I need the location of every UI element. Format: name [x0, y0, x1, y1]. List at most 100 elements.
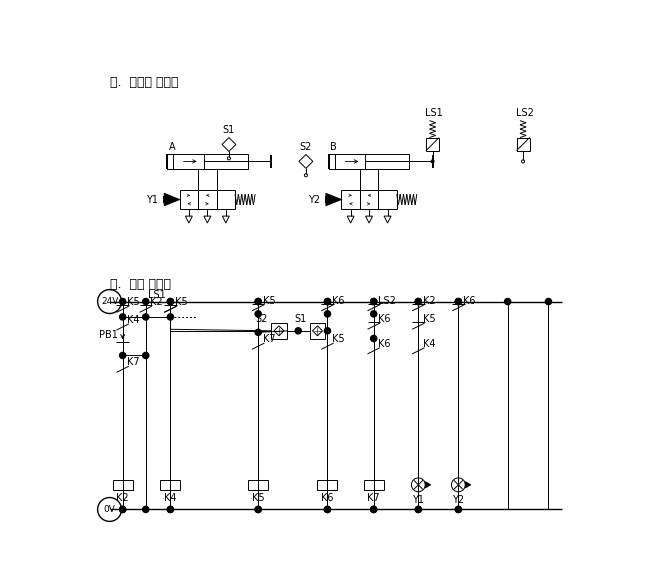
Circle shape	[120, 299, 126, 305]
Circle shape	[456, 506, 461, 513]
Text: PB1: PB1	[99, 330, 118, 340]
Text: K7: K7	[263, 335, 275, 345]
Text: K6: K6	[321, 493, 334, 503]
Circle shape	[456, 506, 461, 513]
Circle shape	[120, 506, 126, 513]
Text: K2: K2	[423, 296, 435, 306]
Polygon shape	[425, 482, 431, 488]
Text: A: A	[168, 142, 175, 152]
Circle shape	[415, 506, 421, 513]
Text: S2: S2	[300, 142, 312, 152]
Bar	[248, 480, 268, 490]
Circle shape	[167, 506, 174, 513]
Circle shape	[143, 506, 149, 513]
Text: K5: K5	[263, 296, 275, 306]
Circle shape	[371, 311, 376, 317]
Bar	[329, 153, 410, 169]
Polygon shape	[326, 193, 341, 206]
Text: S1: S1	[223, 125, 235, 135]
Circle shape	[415, 299, 421, 305]
Bar	[216, 190, 235, 209]
Circle shape	[371, 299, 376, 305]
Circle shape	[325, 311, 330, 317]
Circle shape	[456, 299, 461, 305]
Circle shape	[167, 506, 174, 513]
Text: 가.  공기압 회로도: 가. 공기압 회로도	[110, 76, 178, 89]
Circle shape	[255, 299, 261, 305]
Bar	[113, 480, 133, 490]
Text: K5: K5	[332, 335, 345, 345]
Circle shape	[371, 506, 376, 513]
Circle shape	[120, 314, 126, 320]
Circle shape	[255, 329, 261, 335]
Bar	[378, 190, 397, 209]
Text: Y1: Y1	[412, 495, 424, 505]
Bar	[167, 153, 248, 169]
Bar	[179, 190, 198, 209]
Circle shape	[143, 352, 149, 359]
Text: LS1: LS1	[425, 108, 443, 118]
Circle shape	[456, 299, 461, 305]
Text: 나.  전기 회로도: 나. 전기 회로도	[110, 278, 170, 291]
Text: K5: K5	[175, 298, 188, 308]
Bar	[360, 190, 378, 209]
Circle shape	[255, 299, 261, 305]
Circle shape	[143, 314, 149, 320]
Bar	[161, 480, 180, 490]
Circle shape	[167, 299, 174, 305]
Text: K2: K2	[150, 298, 163, 308]
Text: Y2: Y2	[452, 495, 465, 505]
Text: Y1: Y1	[146, 195, 158, 205]
Text: K6: K6	[463, 296, 476, 306]
Text: S2: S2	[256, 313, 268, 323]
Bar	[364, 480, 384, 490]
Text: K7: K7	[367, 493, 380, 503]
Text: K4: K4	[164, 493, 177, 503]
Circle shape	[415, 299, 421, 305]
Bar	[198, 190, 216, 209]
Text: K7: K7	[127, 358, 140, 368]
Circle shape	[325, 299, 330, 305]
Text: LS2: LS2	[378, 296, 396, 306]
Text: S1: S1	[294, 313, 307, 323]
Circle shape	[371, 335, 376, 342]
Bar	[516, 138, 529, 151]
Text: K2: K2	[117, 493, 129, 503]
Bar	[318, 480, 338, 490]
Circle shape	[255, 311, 261, 317]
Text: K6: K6	[378, 314, 391, 324]
Bar	[310, 323, 325, 339]
Circle shape	[295, 328, 301, 334]
Circle shape	[371, 506, 376, 513]
Text: K6: K6	[332, 296, 345, 306]
Text: 24V: 24V	[101, 297, 118, 306]
Circle shape	[505, 299, 511, 305]
Text: 0V: 0V	[104, 505, 115, 514]
Circle shape	[120, 352, 126, 359]
Text: LS2: LS2	[516, 108, 533, 118]
Circle shape	[167, 299, 174, 305]
Text: Y2: Y2	[308, 195, 319, 205]
Circle shape	[325, 506, 330, 513]
Bar	[341, 190, 360, 209]
Text: K5: K5	[423, 314, 435, 324]
Text: K6: K6	[378, 339, 391, 349]
Circle shape	[546, 299, 551, 305]
Circle shape	[255, 506, 261, 513]
Bar	[426, 138, 439, 151]
Text: B: B	[330, 142, 337, 152]
Circle shape	[325, 328, 330, 334]
Polygon shape	[465, 482, 470, 488]
Text: K5: K5	[252, 493, 264, 503]
Circle shape	[325, 299, 330, 305]
Circle shape	[415, 506, 421, 513]
Text: LS1: LS1	[148, 290, 166, 300]
Circle shape	[120, 506, 126, 513]
Text: K4: K4	[127, 315, 140, 325]
Bar	[272, 323, 286, 339]
Text: K5: K5	[127, 298, 140, 308]
Circle shape	[325, 506, 330, 513]
Circle shape	[371, 299, 376, 305]
Circle shape	[167, 314, 174, 320]
Circle shape	[143, 299, 149, 305]
